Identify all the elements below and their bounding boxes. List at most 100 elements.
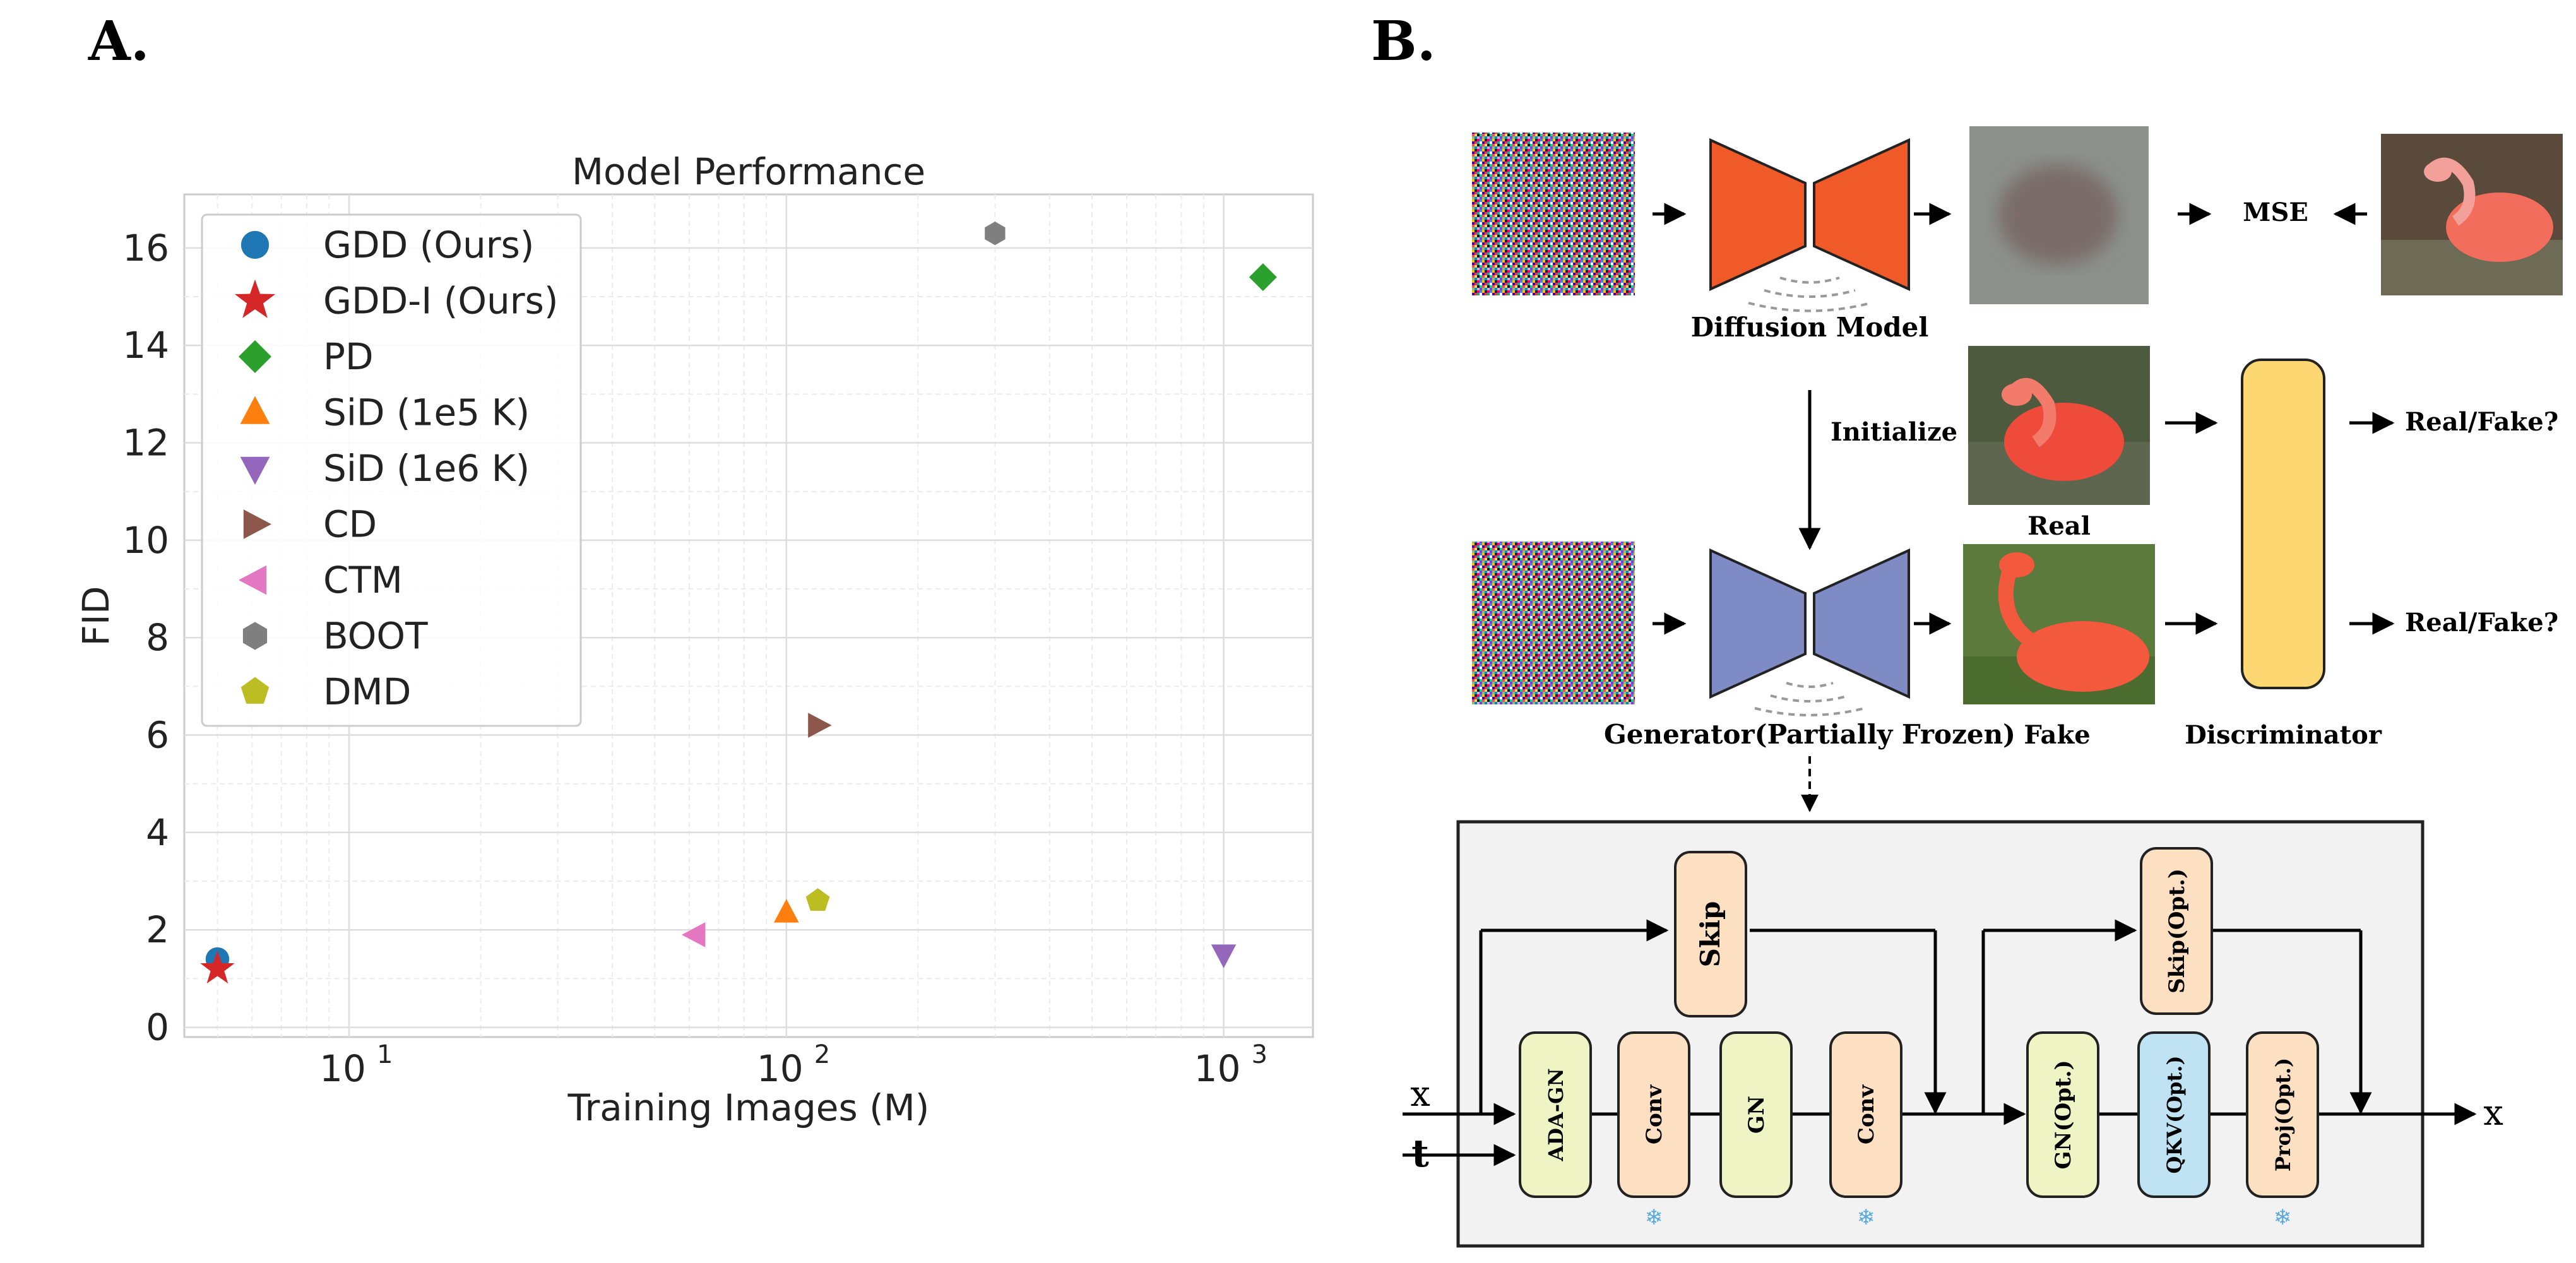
legend-label: PD	[323, 335, 374, 378]
data-point-hexagon	[985, 222, 1006, 246]
discriminator-block	[2241, 359, 2325, 689]
legend-marker-circle	[240, 230, 270, 259]
x-axis-label: Training Images (M)	[567, 1086, 930, 1129]
skip-opt-block	[2140, 847, 2213, 1015]
real-fake-top-label: Real/Fake?	[2405, 407, 2558, 437]
ada-gn-block	[1519, 1031, 1592, 1198]
legend-label: CTM	[323, 559, 403, 602]
legend-marker-star	[234, 279, 276, 318]
gn-block	[1719, 1031, 1793, 1198]
data-point-star	[200, 951, 235, 984]
y-axis-label: FID	[74, 586, 117, 646]
conv1-label: Conv	[1642, 1084, 1667, 1144]
skip-label: Skip	[1695, 901, 1726, 968]
diffusion-model-label: Diffusion Model	[1691, 312, 1929, 343]
data-point-triangle-down	[1211, 944, 1237, 968]
y-tick-label: 14	[122, 324, 169, 367]
panel-a-label: A.	[88, 9, 150, 73]
gn-label: GN	[1744, 1096, 1769, 1134]
legend-marker-triangle-up	[240, 396, 270, 424]
conv1-frozen-icon: ❄	[1645, 1205, 1663, 1230]
generator-decoder	[1813, 548, 1910, 699]
conv2-frozen-icon: ❄	[1857, 1205, 1875, 1230]
diffusion-frozen-waves	[1748, 276, 1872, 312]
legend-label: GDD (Ours)	[323, 223, 534, 266]
flamingo-fake-image	[1963, 544, 2155, 704]
legend-marker-triangle-left	[239, 565, 267, 595]
data-point-triangle-up	[773, 899, 799, 923]
legend-label: GDD-I (Ours)	[323, 280, 558, 323]
legend-box	[201, 213, 582, 727]
x-tick-label: 10	[757, 1047, 804, 1090]
noise-image-bottom	[1472, 542, 1635, 704]
gdd-diagram: Diffusion Model MSE Initialize Real	[1403, 126, 2563, 1248]
legend-label: CD	[323, 503, 377, 546]
qkv-opt-label: QKV(Opt.)	[2163, 1056, 2187, 1174]
gn-opt-label: GN(Opt.)	[2051, 1060, 2076, 1169]
noise-image-top	[1472, 133, 1635, 295]
data-point-pentagon	[805, 888, 830, 911]
y-tick-labels: 0 2 4 6 8 10 12 14 16	[122, 227, 169, 1049]
generator-encoder	[1709, 548, 1807, 699]
data-points	[200, 222, 1277, 984]
skip-opt-label: Skip(Opt.)	[2164, 869, 2190, 993]
y-tick-label: 10	[122, 519, 169, 562]
flamingo-real-image	[1968, 346, 2150, 505]
x-tick-exponent: 2	[814, 1040, 830, 1069]
initialize-label: Initialize	[1831, 417, 1957, 447]
blurred-output-image	[1969, 126, 2149, 304]
fake-label: Fake	[2024, 720, 2090, 750]
discriminator-label: Discriminator	[2185, 720, 2382, 750]
legend-marker-triangle-down	[240, 456, 270, 485]
real-fake-bottom-label: Real/Fake?	[2405, 608, 2558, 637]
legend-marker-diamond	[239, 340, 271, 373]
conv2-label: Conv	[1854, 1084, 1879, 1144]
y-tick-label: 12	[122, 422, 169, 465]
diffusion-encoder	[1709, 138, 1807, 292]
legend-marker-hexagon	[242, 622, 268, 650]
y-tick-label: 0	[146, 1006, 169, 1049]
block-wires	[1403, 919, 2477, 1166]
grid-major	[184, 194, 1313, 1037]
flamingo-target-image	[2381, 134, 2563, 295]
y-tick-label: 2	[146, 908, 169, 951]
legend-label: SiD (1e6 K)	[323, 447, 530, 490]
legend-marker-triangle-right	[243, 509, 271, 539]
proj-opt-label: Proj(Opt.)	[2271, 1058, 2295, 1171]
qkv-opt-block	[2137, 1031, 2211, 1198]
y-tick-label: 6	[146, 714, 169, 757]
conv1-block	[1617, 1031, 1690, 1198]
real-label: Real	[2027, 511, 2091, 541]
legend-label: DMD	[323, 670, 411, 713]
y-tick-label: 8	[146, 616, 169, 659]
conv2-block	[1829, 1031, 1902, 1198]
gn-opt-block	[2026, 1031, 2099, 1198]
diffusion-decoder	[1813, 138, 1910, 292]
mse-label: MSE	[2243, 198, 2308, 227]
proj-opt-frozen-icon: ❄	[2274, 1205, 2292, 1230]
block-output-x: x	[2483, 1093, 2503, 1134]
y-tick-label: 4	[146, 811, 169, 854]
x-tick-labels: 10 1 10 2 10 3	[319, 1040, 1267, 1090]
ada-gn-label: ADA-GN	[1544, 1068, 1568, 1161]
scatter-chart: 10 1 10 2 10 3 0 2 4 6 8 10 12 14 16 Model Performanc…	[74, 150, 1314, 1129]
legend-label: SiD (1e5 K)	[323, 391, 530, 434]
x-tick-exponent: 3	[1252, 1040, 1267, 1069]
block-input-x: x	[1410, 1074, 1430, 1115]
block-input-t: t	[1411, 1132, 1429, 1176]
y-tick-label: 16	[122, 227, 169, 270]
data-point-triangle-right	[808, 713, 832, 738]
data-point-diamond	[1249, 263, 1277, 292]
skip-block	[1674, 851, 1747, 1017]
chart-title: Model Performance	[572, 150, 925, 193]
legend-label: BOOT	[323, 615, 428, 658]
legend: GDD (Ours) GDD-I (Ours) PD SiD (1e5 K) SiD (…	[201, 213, 582, 727]
legend-marker-pentagon	[240, 677, 270, 704]
panel-b-label: B.	[1371, 9, 1436, 73]
proj-opt-block	[2246, 1031, 2319, 1198]
x-tick-exponent: 1	[377, 1040, 393, 1069]
data-point-triangle-left	[681, 922, 706, 947]
generator-label: Generator(Partially Frozen)	[1604, 719, 2015, 750]
x-tick-label: 10	[319, 1047, 366, 1090]
